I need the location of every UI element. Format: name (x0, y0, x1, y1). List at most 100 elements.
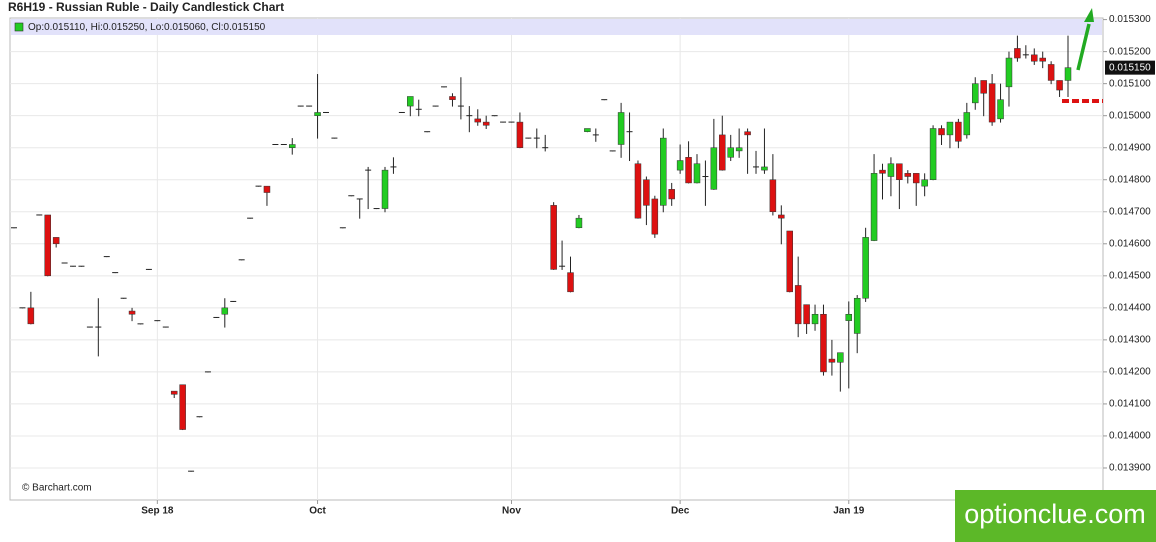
legend-text: Op:0.015110, Hi:0.015250, Lo:0.015060, C… (28, 22, 266, 33)
candle-body (660, 137, 667, 206)
candle-body (1031, 54, 1038, 62)
candle-body (449, 96, 456, 100)
candle-body (44, 214, 51, 277)
y-tick-label: 0.014700 (1109, 206, 1151, 217)
candle-body (870, 173, 878, 241)
candle-body (744, 131, 751, 136)
candle-body (263, 185, 271, 193)
candle-body (946, 121, 954, 136)
candle-body (845, 313, 853, 321)
candle-body (27, 307, 35, 325)
candle-body (929, 128, 937, 180)
y-tick-label: 0.014200 (1109, 367, 1151, 378)
candle-body (643, 179, 650, 206)
candle-body (584, 128, 591, 132)
candle-body (887, 163, 895, 177)
y-tick-label: 0.015300 (1109, 14, 1151, 25)
candle-body (879, 169, 886, 174)
candle-body (710, 147, 718, 190)
candles (11, 35, 1072, 472)
candle-body (912, 173, 920, 184)
x-tick-label: Jan 19 (833, 506, 865, 517)
y-tick-label: 0.015100 (1109, 78, 1151, 89)
x-tick-label: Oct (309, 506, 326, 517)
watermark-box (955, 490, 1156, 542)
y-tick-label: 0.014900 (1109, 142, 1151, 153)
candle-body (963, 112, 971, 136)
candle-body (811, 313, 819, 325)
candle-body (381, 169, 389, 209)
candle-body (668, 189, 675, 200)
legend-swatch (14, 22, 24, 32)
candle-body (1064, 67, 1072, 81)
candle-body (761, 166, 768, 171)
candle-body (778, 214, 785, 219)
candle-body (769, 179, 777, 213)
candle-body (904, 173, 912, 177)
legend-band (11, 19, 1102, 35)
candle-body (634, 163, 642, 219)
candle-body (128, 310, 136, 315)
candle-body (693, 163, 701, 184)
candle-body (794, 285, 802, 325)
candle-body (980, 80, 987, 94)
candle-body (828, 358, 836, 363)
y-tick-label: 0.015200 (1109, 46, 1151, 57)
candle-body (997, 99, 1004, 120)
candle-body (1005, 57, 1013, 88)
candle-body (314, 112, 321, 116)
candle-body (803, 304, 810, 325)
y-tick-label: 0.014100 (1109, 399, 1151, 410)
candle-body (938, 128, 945, 136)
candle-body (651, 198, 659, 235)
candle-body (837, 352, 844, 363)
candle-body (676, 160, 684, 171)
x-tick-label: Sep 18 (141, 506, 174, 517)
candle-body (735, 147, 743, 152)
candle-body (719, 134, 726, 171)
candle-body (221, 307, 229, 315)
y-tick-label: 0.015000 (1109, 110, 1151, 121)
candle-body (1039, 57, 1046, 62)
annotation-arrowhead (1084, 8, 1094, 22)
annotation-arrow (1076, 23, 1091, 71)
candle-body (820, 313, 827, 373)
x-tick-label: Nov (502, 506, 521, 517)
candle-body (862, 237, 869, 299)
candle-body (474, 118, 482, 123)
y-tick-label: 0.014300 (1109, 335, 1151, 346)
y-tick-label: 0.014500 (1109, 270, 1151, 281)
candle-body (516, 121, 524, 148)
candle-body (1047, 64, 1055, 81)
y-tick-label: 0.014000 (1109, 431, 1151, 442)
y-tick-label: 0.014600 (1109, 238, 1151, 249)
candle-body (170, 390, 178, 395)
y-tick-label: 0.014400 (1109, 302, 1151, 313)
candle-body (685, 157, 692, 184)
source: © Barchart.com (22, 483, 92, 494)
candle-body (52, 237, 60, 245)
y-tick-label: 0.014800 (1109, 174, 1151, 185)
candle-body (786, 230, 793, 293)
candle-body (179, 384, 186, 430)
candle-body (1056, 80, 1063, 91)
y-tick-label: 0.013900 (1109, 463, 1151, 474)
candle-body (727, 147, 734, 158)
candle-body (988, 83, 996, 123)
last-price-box (1105, 60, 1155, 75)
candle-body (896, 163, 903, 180)
candle-body (407, 96, 414, 107)
candle-body (853, 297, 861, 334)
candle-body (482, 121, 490, 126)
candle-body (1014, 48, 1021, 59)
watermark: optionclue.com (964, 499, 1146, 529)
candle-body (289, 144, 296, 148)
candle-body (550, 205, 557, 270)
candle-body (971, 83, 979, 104)
candle-body (921, 179, 928, 187)
chart-title: R6H19 - Russian Ruble - Daily Candlestic… (8, 0, 284, 14)
candle-body (575, 217, 583, 229)
candle-body (617, 112, 625, 145)
